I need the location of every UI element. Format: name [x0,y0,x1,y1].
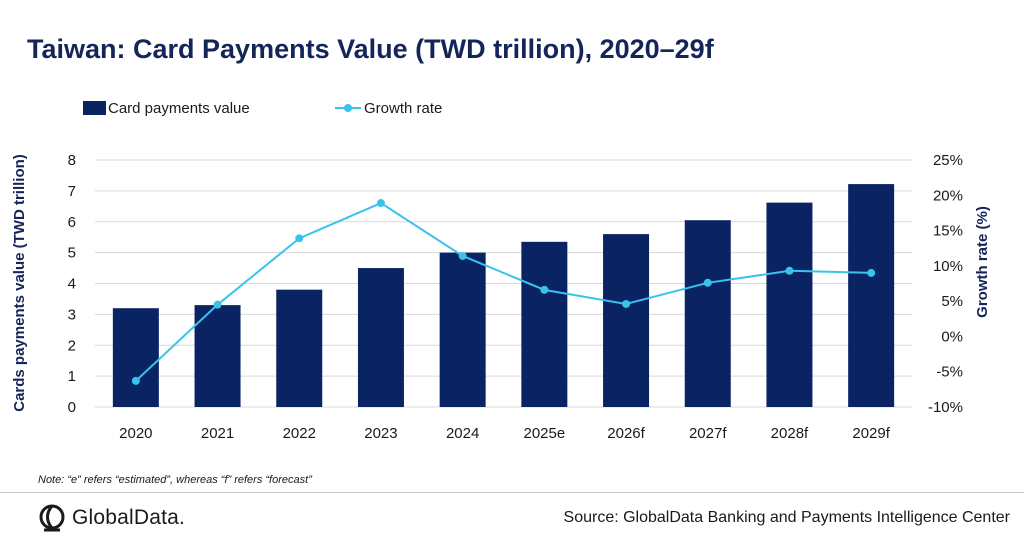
globaldata-logo: GlobalData. [38,503,185,533]
x-tick-label: 2020 [119,425,152,442]
x-tick-label: 2029f [852,425,890,442]
legend-bar-swatch [83,101,106,115]
y-left-axis-title: Cards payments value (TWD trillion) [11,154,28,412]
growth-rate-point [622,299,631,308]
y-left-tick-label: 8 [68,152,76,169]
y-right-tick-label: 25% [933,152,963,169]
bar [276,289,323,407]
y-left-tick-label: 5 [68,245,76,262]
growth-rate-point [376,199,385,208]
y-left-tick-label: 7 [68,183,76,200]
bar [112,308,159,407]
y-right-tick-label: 10% [933,258,963,275]
x-tick-label: 2023 [364,425,397,442]
bar [521,241,568,407]
y-right-tick-label: -5% [936,364,963,381]
axes: 0 1 2 3 4 5 6 7 8 -10% -5% 0% 5% 10% 15% 20% 25% 2020 2021… [11,152,991,442]
x-tick-label: 2028f [771,425,809,442]
y-right-tick-label: -10% [928,399,963,416]
bar [357,268,404,407]
growth-rate-point [458,251,467,260]
legend-bar-label: Card payments value [108,100,250,117]
growth-rate-point [213,300,222,309]
x-tick-label: 2024 [446,425,479,442]
logo-text: GlobalData. [72,506,186,529]
bar [766,202,813,407]
y-left-tick-label: 2 [68,337,76,354]
legend: Card payments value Growth rate [83,100,442,117]
y-right-tick-label: 20% [933,187,963,204]
x-tick-label: 2022 [283,425,316,442]
growth-rate-line [135,201,872,382]
growth-rate-point [295,234,304,243]
bar [848,184,895,407]
x-tick-label: 2026f [607,425,645,442]
y-left-tick-label: 1 [68,368,76,385]
chart-title: Taiwan: Card Payments Value (TWD trillio… [27,34,714,64]
y-left-tick-label: 6 [68,214,76,231]
growth-rate-point [785,266,794,275]
growth-rate-point [703,278,712,287]
bar [194,305,241,407]
line-series [131,199,876,385]
y-right-axis-title: Growth rate (%) [974,206,991,318]
growth-rate-point [540,285,549,294]
y-right-tick-label: 5% [941,293,963,310]
x-tick-label: 2027f [689,425,727,442]
y-left-tick-label: 0 [68,399,76,416]
bar [603,234,650,407]
x-tick-label: 2021 [201,425,234,442]
chart-note: Note: “e” refers “estimated”, whereas “f… [38,474,312,486]
x-tick-label: 2025e [523,425,565,442]
y-left-tick-label: 4 [68,276,76,293]
growth-rate-point [131,376,140,385]
footer-divider [0,492,1024,493]
legend-line-label: Growth rate [364,100,442,117]
bar-series [112,184,895,407]
source-text: Source: GlobalData Banking and Payments … [563,509,1010,526]
y-right-tick-label: 15% [933,223,963,240]
growth-rate-point [867,268,876,277]
chart: 0 1 2 3 4 5 6 7 8 -10% -5% 0% 5% 10% 15% 20% 25% 2020 2021… [11,100,991,442]
bar [684,220,731,407]
bar [439,252,486,407]
y-left-tick-label: 3 [68,306,76,323]
globaldata-logo-icon [39,504,65,532]
y-right-tick-label: 0% [941,328,963,345]
legend-line-marker [344,104,352,112]
